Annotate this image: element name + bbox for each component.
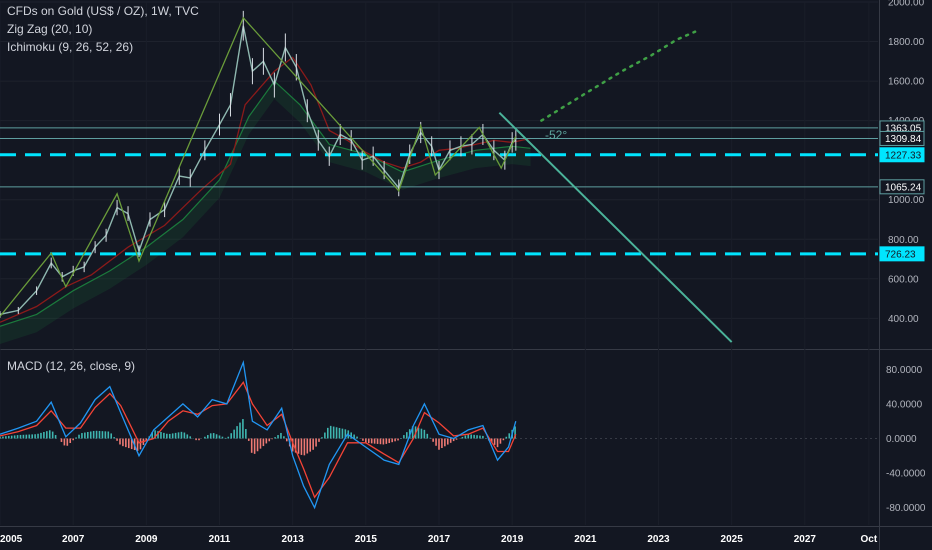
price-tag-label: 1065.24 [885, 182, 922, 193]
zigzag-series [0, 16, 517, 317]
ichimoku-legend[interactable]: Ichimoku (9, 26, 52, 26) [7, 40, 133, 54]
time-tick-label: 2019 [501, 534, 524, 545]
time-tick-label: 2005 [0, 534, 23, 545]
macd-tick-label: 0.0000 [886, 434, 917, 445]
cloud-fill [0, 81, 531, 344]
trendline-angle-label: -52° [545, 128, 567, 142]
trendline-line[interactable] [498, 112, 733, 343]
zigzag-line [0, 16, 517, 317]
price-tag-box [879, 130, 925, 146]
time-tick-label: Oct [861, 534, 878, 545]
time-tick-label: 2015 [355, 534, 378, 545]
time-tick-label: 2021 [574, 534, 597, 545]
price-tick-label: 400.00 [888, 314, 919, 325]
price-tag-label: 1227.33 [885, 150, 922, 161]
macd-line [0, 359, 517, 510]
price-tick-label: 800.00 [888, 235, 919, 246]
symbol-title[interactable]: CFDs on Gold (US$ / OZ), 1W, TVC [7, 4, 199, 18]
price-tag-label: 726.23 [885, 249, 916, 260]
price-tag-box [879, 246, 925, 262]
horizontal-levels[interactable] [0, 127, 878, 256]
price-tick-label: 600.00 [888, 274, 919, 285]
macd-legend[interactable]: MACD (12, 26, close, 9) [7, 359, 135, 373]
price-line [0, 25, 517, 316]
time-tick-label: 2017 [428, 534, 451, 545]
time-tick-label: 2009 [135, 534, 158, 545]
time-tick-label: 2027 [794, 534, 817, 545]
time-tick-label: 2011 [209, 534, 231, 545]
price-tag-box [879, 179, 925, 195]
macd-axis[interactable]: 80.0000 40.0000 0.0000 -40.0000 -80.0000 [886, 365, 926, 514]
macd-tick-label: -40.0000 [886, 469, 926, 480]
price-tick-label: 2000.00 [888, 0, 925, 9]
macd-lines [0, 359, 517, 510]
time-tick-label: 2023 [647, 534, 670, 545]
macd-tick-label: 80.0000 [886, 365, 923, 376]
zigzag-legend[interactable]: Zig Zag (20, 10) [7, 22, 92, 36]
trendline[interactable] [498, 112, 733, 343]
price-tick-label: 1000.00 [888, 195, 925, 206]
price-tag-label: 1363.05 [885, 123, 922, 134]
price-tag-box [879, 147, 925, 163]
price-tick-label: 1800.00 [888, 37, 925, 48]
price-tick-label: 1600.00 [888, 77, 925, 88]
time-tick-label: 2007 [62, 534, 85, 545]
signal-line [0, 381, 517, 499]
price-tag-label: 1309.84 [885, 134, 922, 145]
macd-tick-label: 40.0000 [886, 399, 923, 410]
time-tick-label: 2013 [282, 534, 305, 545]
time-tick-label: 2025 [721, 534, 744, 545]
macd-tick-label: -80.0000 [886, 503, 926, 514]
